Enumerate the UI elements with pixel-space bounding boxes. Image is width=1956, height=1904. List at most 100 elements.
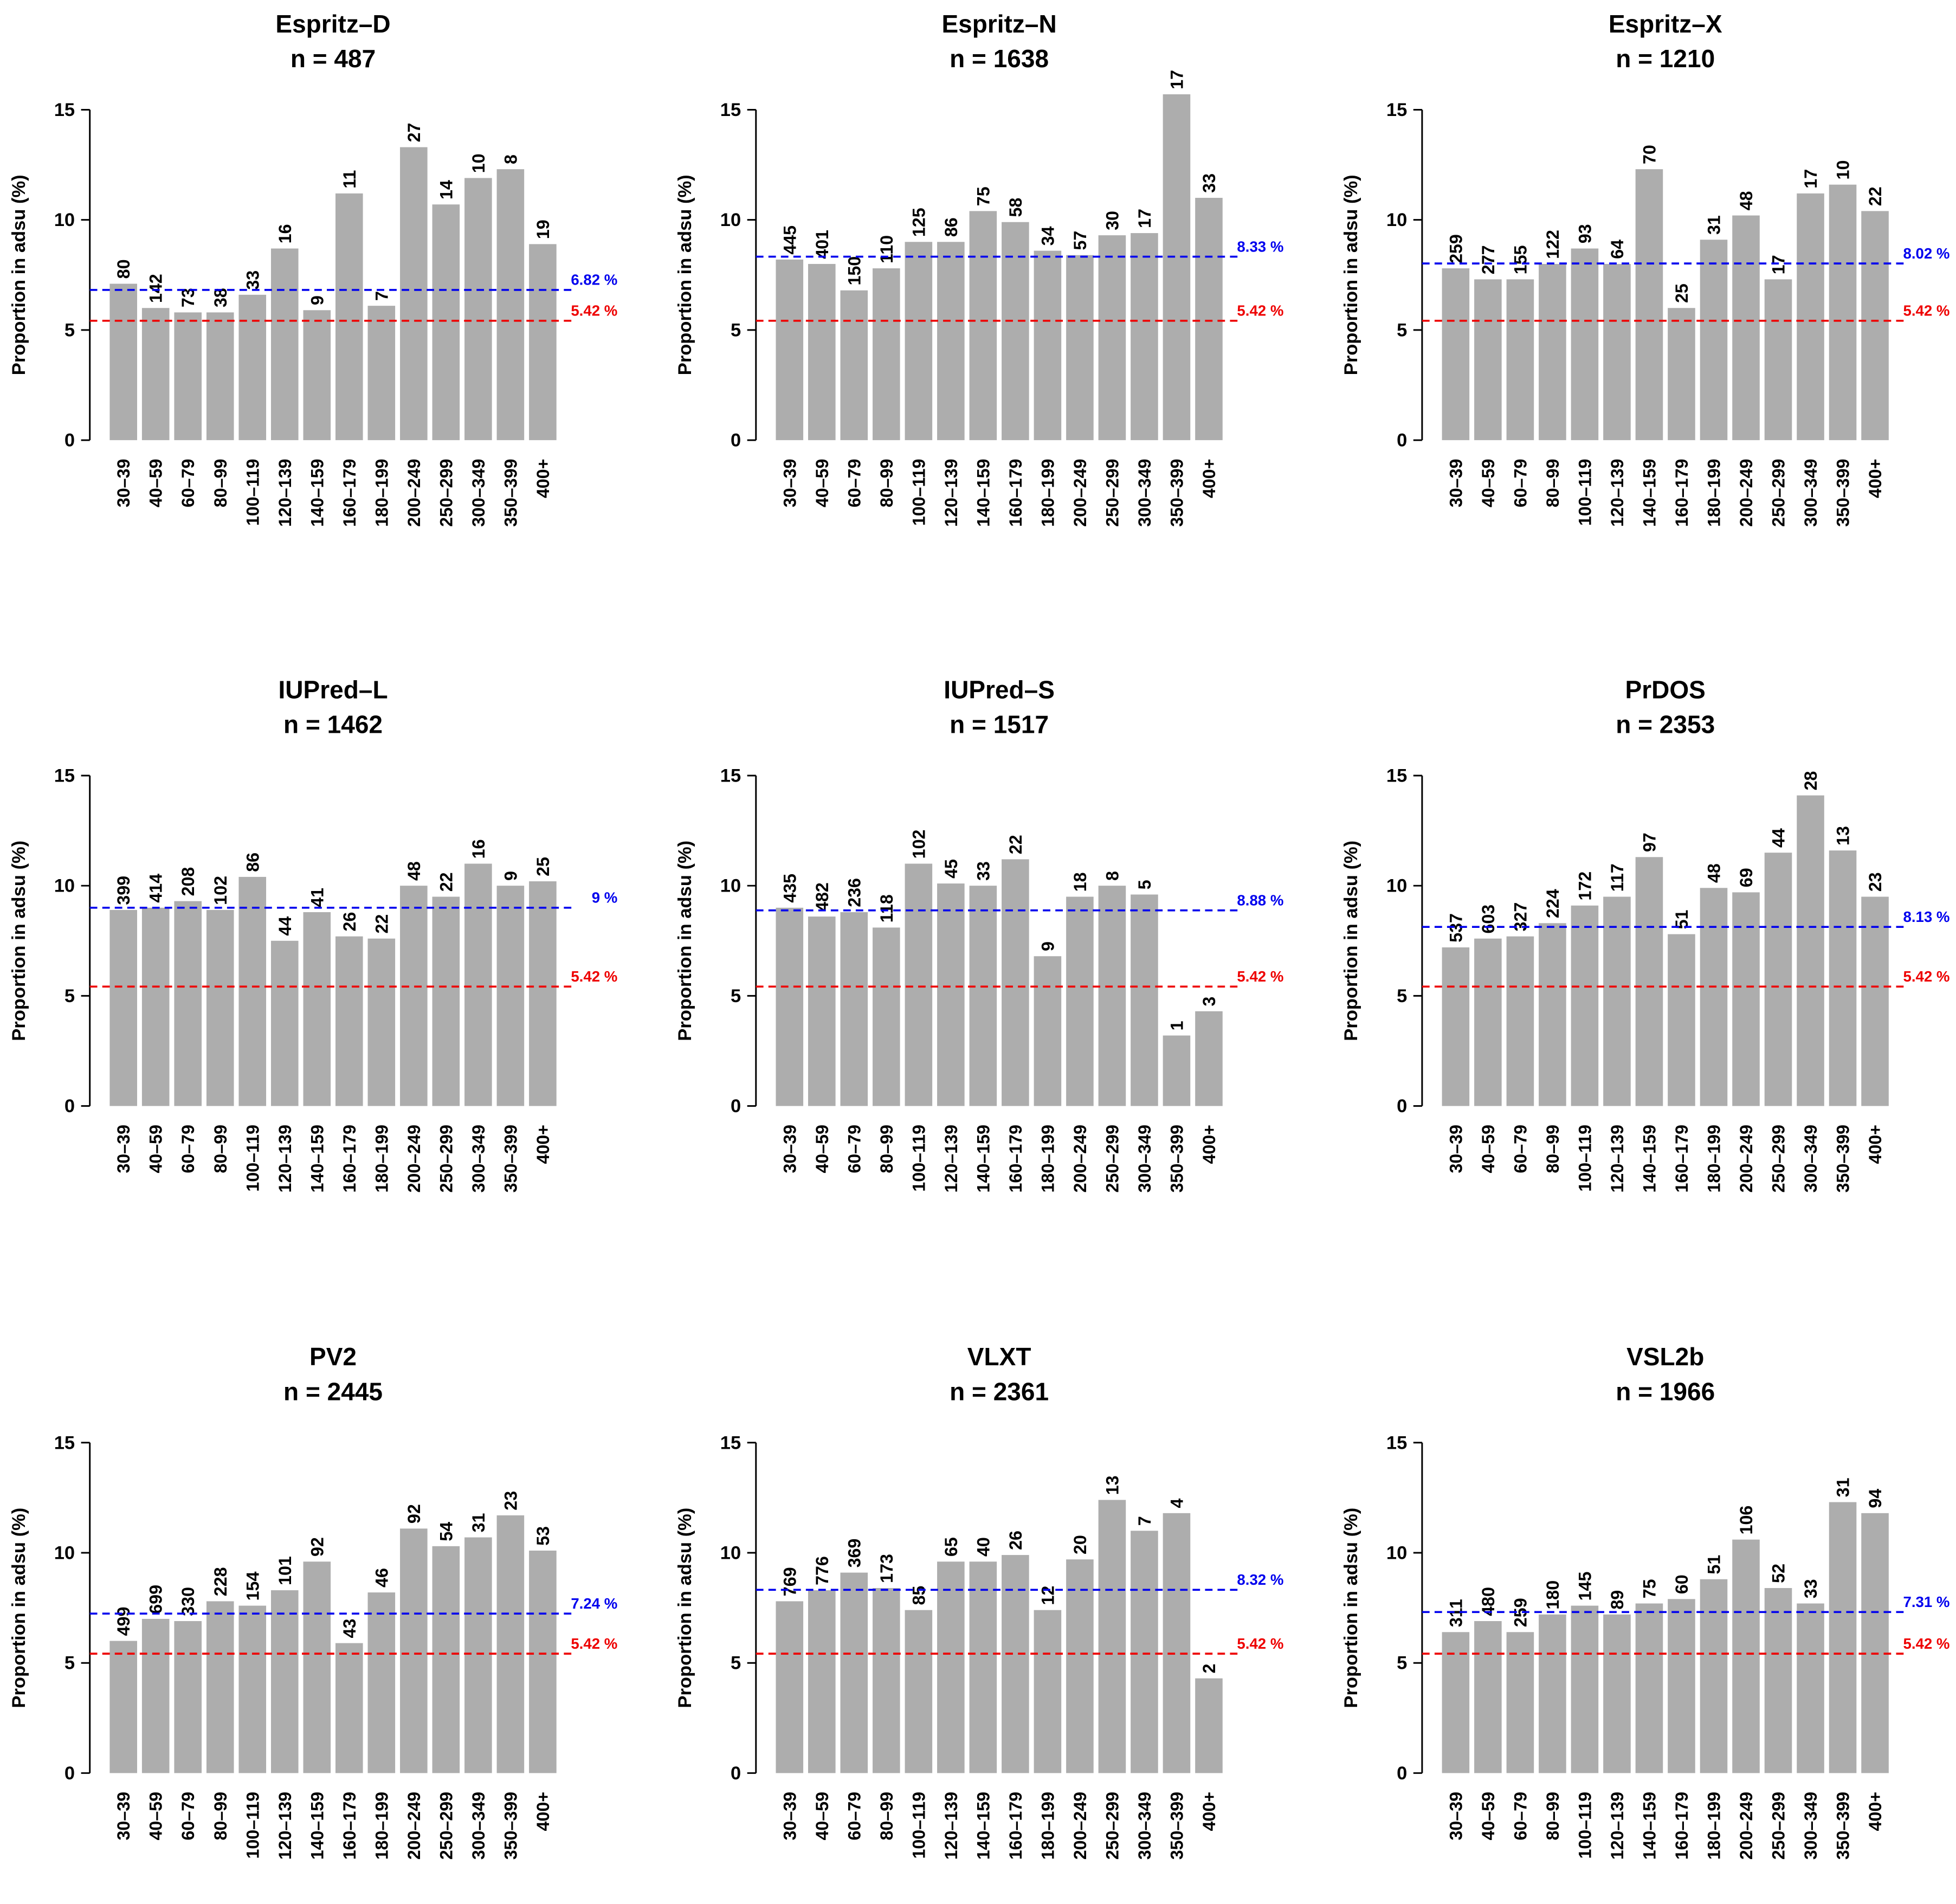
count-label: 102 — [211, 876, 230, 905]
x-tick-label: 350–399 — [1167, 1125, 1186, 1192]
bar — [174, 1621, 202, 1773]
count-label: 9 — [307, 295, 327, 305]
bar — [432, 1546, 460, 1773]
bar — [1163, 1513, 1191, 1773]
x-tick-label: 60–79 — [844, 459, 864, 508]
bar — [303, 912, 331, 1106]
x-tick-label: 400+ — [1865, 1792, 1885, 1831]
count-label: 10 — [469, 153, 488, 173]
bar — [1829, 184, 1857, 441]
count-label: 48 — [1704, 863, 1723, 883]
count-label: 23 — [501, 1491, 520, 1511]
x-tick-label: 30–39 — [780, 1125, 799, 1173]
count-label: 208 — [178, 867, 198, 896]
x-tick-label: 140–159 — [973, 1792, 993, 1860]
x-tick-label: 300–349 — [1801, 1792, 1821, 1860]
reference-label: 9 % — [592, 889, 618, 906]
y-tick-label: 10 — [1386, 210, 1407, 230]
count-label: 33 — [243, 270, 262, 290]
x-tick-label: 40–59 — [146, 459, 166, 508]
x-tick-label: 350–399 — [501, 1792, 520, 1860]
y-tick-label: 5 — [64, 986, 75, 1006]
count-label: 13 — [1834, 826, 1853, 845]
bar — [1098, 886, 1126, 1106]
count-label: 89 — [1608, 1590, 1627, 1610]
bar — [335, 193, 363, 441]
count-label: 26 — [340, 912, 359, 932]
x-tick-label: 350–399 — [1834, 1792, 1853, 1860]
bar — [109, 909, 137, 1106]
bar — [335, 1643, 363, 1773]
x-tick-label: 160–179 — [340, 1125, 359, 1192]
reference-label: 6.82 % — [571, 272, 617, 288]
x-tick-label: 100–119 — [909, 1125, 928, 1192]
reference-label: 7.24 % — [571, 1595, 617, 1612]
count-label: 11 — [340, 170, 359, 189]
bar — [1635, 1603, 1663, 1773]
y-axis-label: Proportion in adsu (%) — [9, 175, 29, 375]
bar — [496, 169, 525, 441]
y-tick-label: 15 — [1386, 1432, 1407, 1453]
count-label: 94 — [1865, 1489, 1885, 1508]
x-tick-label: 60–79 — [1510, 1792, 1530, 1841]
chart-title: VLXT — [967, 1343, 1031, 1371]
y-tick-label: 5 — [64, 1653, 75, 1674]
y-axis-label: Proportion in adsu (%) — [9, 841, 29, 1041]
bar — [109, 1641, 137, 1773]
x-tick-label: 200–249 — [1736, 1125, 1756, 1192]
count-label: 70 — [1639, 145, 1659, 164]
count-label: 33 — [1801, 1579, 1821, 1598]
x-tick-label: 250–299 — [1102, 1792, 1122, 1860]
x-tick-label: 200–249 — [404, 459, 424, 527]
bar — [1506, 936, 1534, 1106]
count-label: 92 — [404, 1504, 424, 1524]
count-label: 110 — [877, 235, 896, 263]
chart-title: PV2 — [309, 1343, 357, 1371]
count-label: 7 — [1135, 1516, 1154, 1526]
panel: VLXT n = 2361 Proportion in adsu (%) 0 5 10 15… — [675, 1343, 1283, 1860]
bar — [529, 881, 557, 1106]
count-label: 13 — [1102, 1475, 1122, 1495]
y-tick-label: 15 — [720, 100, 741, 120]
x-tick-label: 400+ — [533, 459, 553, 499]
bar — [238, 876, 267, 1106]
count-label: 117 — [1608, 863, 1627, 892]
count-label: 14 — [436, 180, 456, 199]
y-axis-label: Proportion in adsu (%) — [1341, 1508, 1361, 1708]
x-tick-label: 60–79 — [1510, 1125, 1530, 1173]
bar — [206, 909, 234, 1106]
count-label: 57 — [1070, 231, 1090, 250]
bar — [1732, 892, 1760, 1106]
x-tick-label: 180–199 — [1704, 1792, 1723, 1860]
bar — [1034, 250, 1062, 441]
count-label: 22 — [1865, 186, 1885, 206]
bar — [464, 863, 492, 1106]
count-label: 224 — [1543, 889, 1563, 918]
y-tick-label: 5 — [1397, 1653, 1407, 1674]
reference-label: 8.02 % — [1903, 245, 1950, 262]
bar — [1764, 1588, 1792, 1773]
bar — [808, 263, 836, 441]
x-tick-label: 300–349 — [1135, 1792, 1154, 1860]
x-tick-label: 60–79 — [178, 459, 198, 508]
x-tick-label: 120–139 — [1608, 459, 1627, 527]
bar — [303, 310, 331, 441]
chart-title: IUPred–S — [944, 675, 1055, 703]
bar — [1195, 1011, 1223, 1106]
count-label: 5 — [1135, 880, 1154, 889]
x-tick-label: 40–59 — [1479, 1125, 1498, 1173]
bar — [400, 1528, 428, 1773]
x-tick-label: 200–249 — [1070, 1792, 1090, 1860]
reference-label: 7.31 % — [1903, 1593, 1950, 1610]
bar — [141, 308, 170, 441]
count-label: 17 — [1801, 169, 1821, 189]
bar — [1700, 1579, 1728, 1773]
x-tick-label: 40–59 — [812, 459, 832, 508]
bar — [496, 1515, 525, 1773]
bar — [1539, 923, 1566, 1106]
bar — [937, 242, 965, 441]
count-label: 93 — [1575, 224, 1595, 243]
x-tick-label: 80–99 — [211, 459, 230, 508]
x-tick-label: 350–399 — [1834, 459, 1853, 527]
x-tick-label: 400+ — [533, 1125, 553, 1164]
